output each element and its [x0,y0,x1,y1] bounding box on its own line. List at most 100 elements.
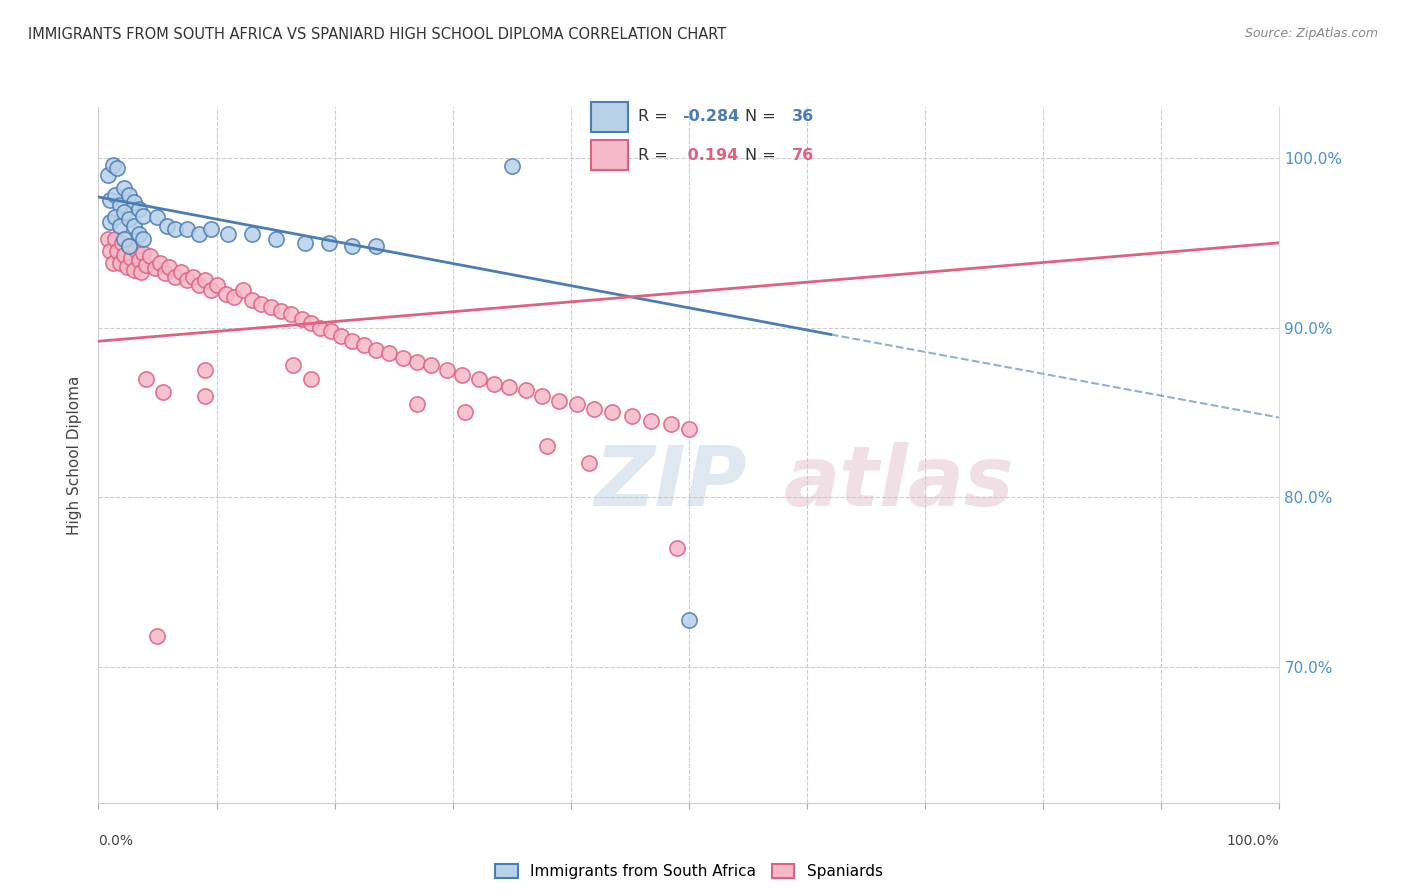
Point [105,161,128,175]
Text: ZIP: ZIP [595,442,747,524]
Point [139,249,162,263]
Text: -0.284: -0.284 [682,110,740,125]
Legend: Immigrants from South Africa, Spaniards: Immigrants from South Africa, Spaniards [489,858,889,886]
Point [176,273,198,287]
Point [364,239,387,253]
Text: atlas: atlas [783,442,1014,524]
Point [98,215,121,229]
Point [215,286,238,301]
Point [157,260,180,274]
Point [125,243,148,257]
Text: N =: N = [745,110,780,125]
Point [108,219,131,233]
Point [146,630,169,644]
Point [105,244,128,259]
Point [156,219,179,233]
Point [453,405,475,419]
Point [240,293,263,308]
Point [231,283,253,297]
Point [135,371,157,385]
Point [224,290,246,304]
Point [118,239,141,253]
Point [98,244,121,259]
Point [482,376,505,391]
Point [309,320,332,334]
Point [451,368,474,383]
Point [104,232,127,246]
Point [270,303,292,318]
Point [170,265,193,279]
Point [678,422,700,436]
Bar [592,103,627,132]
Point [194,388,217,402]
Point [640,414,662,428]
Point [128,252,150,267]
Point [128,202,150,216]
Point [132,209,155,223]
Point [112,248,135,262]
Point [128,227,150,242]
Point [319,324,342,338]
Point [111,235,134,250]
Text: 36: 36 [792,110,814,125]
Text: 100.0%: 100.0% [1227,834,1279,848]
Point [152,385,174,400]
Point [200,222,222,236]
Point [187,278,209,293]
Point [205,278,228,293]
Point [112,181,135,195]
Point [290,312,312,326]
Point [536,439,558,453]
Point [97,168,120,182]
Point [392,351,415,366]
Point [129,265,152,279]
Point [659,417,682,432]
Point [583,402,606,417]
Point [101,158,124,172]
Point [565,397,588,411]
Point [501,160,523,174]
Bar [592,140,627,169]
Point [118,188,141,202]
Point [342,239,364,253]
Point [101,256,124,270]
Point [143,261,166,276]
Point [146,211,169,225]
Text: 0.0%: 0.0% [98,834,134,848]
Point [121,251,143,265]
Point [108,256,131,270]
Point [115,260,138,274]
Point [153,266,176,280]
Point [165,222,187,236]
Text: R =: R = [638,110,673,125]
Point [176,222,198,236]
Point [112,205,135,219]
Point [318,235,340,250]
Point [194,273,217,287]
Point [200,283,222,297]
Point [406,354,429,368]
Point [260,300,283,314]
Point [97,232,120,246]
Point [118,212,141,227]
Point [678,613,700,627]
Point [364,343,387,357]
Point [531,388,554,402]
Point [240,227,263,242]
Point [467,371,489,385]
Point [217,227,239,242]
Point [666,541,689,556]
Point [621,409,644,423]
Point [264,232,287,246]
Text: 0.194: 0.194 [682,147,738,162]
Point [122,195,145,210]
Point [299,316,322,330]
Point [132,232,155,246]
Point [181,269,204,284]
Point [187,227,209,242]
Point [135,258,157,272]
Point [299,371,322,385]
Point [548,393,571,408]
Point [436,363,458,377]
Point [406,397,429,411]
